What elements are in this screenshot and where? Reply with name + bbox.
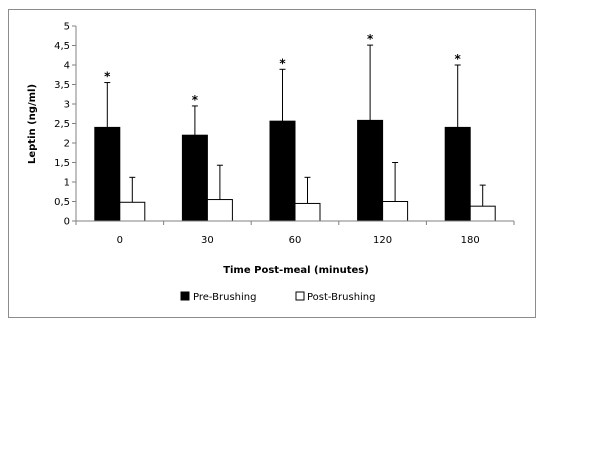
significance-marker: * [104, 70, 111, 84]
legend-swatch-pre-brushing [180, 291, 190, 301]
bar-pre-brushing [357, 119, 384, 222]
x-axis-ticks: 0 30 60 120 180 [75, 221, 515, 246]
legend-label-pre-brushing: Pre-Brushing [193, 292, 256, 303]
significance-marker: * [455, 52, 462, 66]
chart-frame: 0 0,5 1 1,5 2 2,5 3 3,5 4 4,5 5 * * * * * 0 30 60 120 180 … [8, 9, 536, 318]
x-axis-title: Time Post-meal (minutes) [223, 265, 369, 276]
bar-post-brushing [469, 205, 496, 222]
y-tick-label: 5 [64, 22, 70, 33]
y-tick-label: 1 [64, 178, 70, 189]
bar-pre-brushing [444, 126, 471, 222]
x-tick-label: 180 [461, 235, 480, 246]
bar-pre-brushing [269, 120, 296, 222]
bar-post-brushing [206, 199, 233, 222]
bar-post-brushing [382, 201, 409, 222]
significance-marker: * [367, 32, 374, 46]
y-tick-label: 2,5 [54, 119, 70, 130]
bars: * * * * * [94, 32, 496, 222]
y-tick-label: 2 [64, 139, 70, 150]
y-tick-label: 0,5 [54, 197, 70, 208]
y-tick-label: 3 [64, 100, 70, 111]
axes [75, 26, 514, 222]
x-tick-label: 30 [201, 235, 214, 246]
y-axis-title: Leptin (ng/ml) [27, 84, 38, 164]
leptin-bar-chart: 00,511,522,533,544,55 ***** 0 30 60 120 180 … [27, 22, 515, 303]
x-tick-label: 0 [117, 235, 123, 246]
significance-marker: * [192, 93, 199, 107]
legend-label-post-brushing: Post-Brushing [307, 292, 376, 303]
significance-marker: * [279, 56, 286, 70]
legend: Pre-Brushing Post-Brushing [180, 291, 376, 303]
bar-post-brushing [119, 201, 146, 222]
y-tick-label: 0 [64, 217, 70, 228]
x-tick-label: 120 [373, 235, 392, 246]
bar-pre-brushing [181, 134, 208, 222]
y-tick-label: 3,5 [54, 80, 70, 91]
bar-post-brushing [294, 202, 321, 222]
y-tick-label: 1,5 [54, 158, 70, 169]
x-tick-label: 60 [289, 235, 302, 246]
legend-swatch-post-brushing [295, 291, 305, 301]
y-tick-label: 4 [64, 61, 70, 72]
y-axis-ticks: 0 0,5 1 1,5 2 2,5 3 3,5 4 4,5 5 [54, 22, 76, 228]
y-tick-label: 4,5 [54, 41, 70, 52]
bar-pre-brushing [94, 126, 121, 222]
